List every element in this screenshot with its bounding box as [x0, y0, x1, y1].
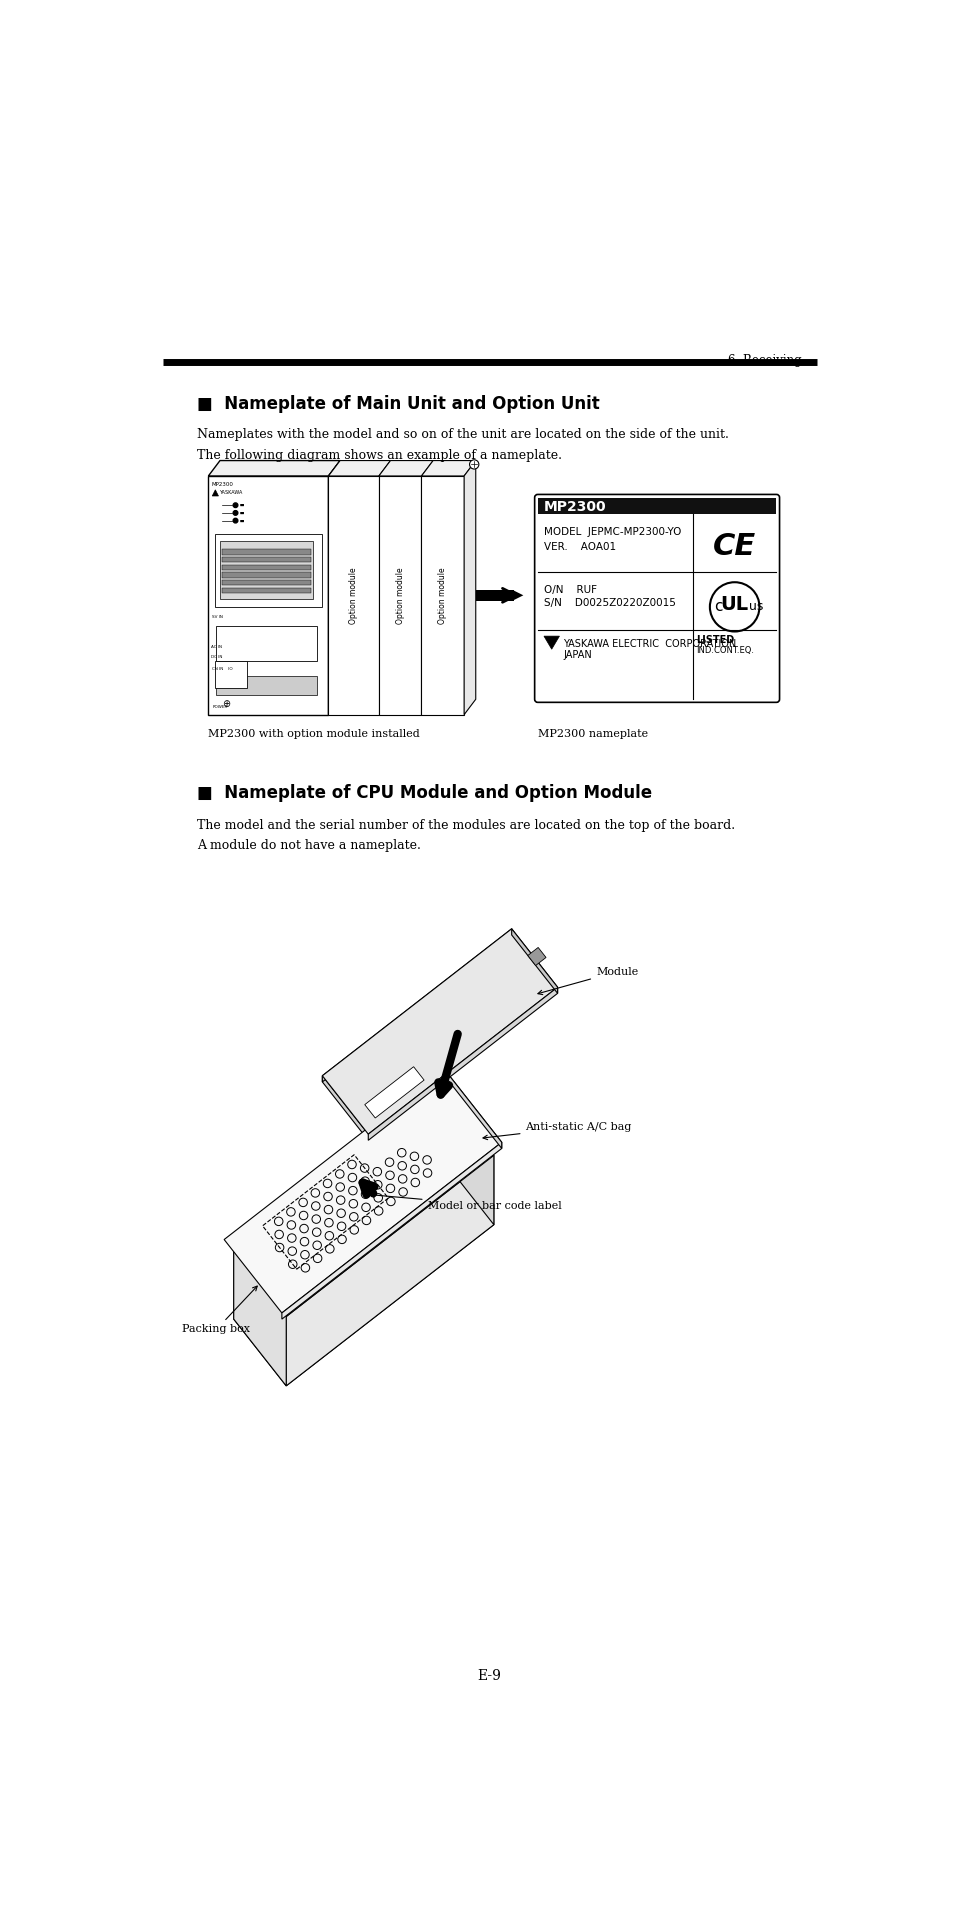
Polygon shape: [222, 549, 311, 555]
Text: ⊕: ⊕: [222, 700, 231, 710]
Polygon shape: [222, 564, 311, 570]
Polygon shape: [421, 461, 476, 476]
Text: ■  Nameplate of Main Unit and Option Unit: ■ Nameplate of Main Unit and Option Unit: [196, 396, 598, 413]
Text: Nameplates with the model and so on of the unit are located on the side of the u: Nameplates with the model and so on of t…: [196, 429, 728, 442]
Polygon shape: [233, 1088, 441, 1320]
Text: Option module: Option module: [349, 566, 357, 624]
Polygon shape: [214, 660, 247, 687]
Text: CE: CE: [712, 532, 756, 561]
Polygon shape: [364, 1067, 424, 1117]
Circle shape: [233, 511, 237, 515]
Text: us: us: [748, 601, 762, 614]
Text: MP2300 with option module installed: MP2300 with option module installed: [208, 729, 419, 738]
Polygon shape: [216, 626, 316, 660]
Polygon shape: [233, 1088, 441, 1249]
Polygon shape: [537, 497, 776, 515]
Polygon shape: [233, 1157, 494, 1385]
Polygon shape: [222, 587, 311, 593]
Text: O/N    RUF: O/N RUF: [543, 585, 597, 595]
Circle shape: [233, 503, 237, 507]
Polygon shape: [214, 534, 322, 606]
Polygon shape: [220, 541, 313, 599]
Text: S/N    D0025Z0220Z0015: S/N D0025Z0220Z0015: [543, 599, 675, 608]
Polygon shape: [286, 1155, 494, 1316]
FancyBboxPatch shape: [534, 494, 779, 702]
Circle shape: [709, 582, 759, 631]
Polygon shape: [378, 461, 433, 476]
Text: IND.CONT.EQ.: IND.CONT.EQ.: [696, 647, 753, 654]
Polygon shape: [208, 461, 340, 476]
Polygon shape: [208, 476, 328, 715]
Text: DC IN: DC IN: [211, 654, 222, 658]
Text: Module: Module: [537, 966, 638, 995]
Polygon shape: [222, 557, 311, 562]
Text: UL: UL: [720, 595, 748, 614]
Text: ■■: ■■: [239, 503, 244, 507]
Text: YASKAWA ELECTRIC  CORPORATION: YASKAWA ELECTRIC CORPORATION: [562, 639, 736, 649]
Polygon shape: [286, 1155, 494, 1385]
Text: 6  Receiving: 6 Receiving: [727, 354, 801, 367]
Circle shape: [469, 459, 478, 469]
Text: E-9: E-9: [476, 1670, 500, 1683]
Text: ■  Nameplate of CPU Module and Option Module: ■ Nameplate of CPU Module and Option Mod…: [196, 784, 651, 802]
Polygon shape: [322, 930, 557, 1134]
Polygon shape: [476, 589, 514, 601]
Polygon shape: [281, 1142, 501, 1320]
Text: MP2300: MP2300: [543, 499, 606, 515]
Polygon shape: [436, 1088, 494, 1157]
Text: Packing box: Packing box: [182, 1286, 257, 1335]
Text: Option module: Option module: [395, 566, 404, 624]
Polygon shape: [511, 930, 557, 993]
Text: Model or bar code label: Model or bar code label: [369, 1194, 560, 1211]
Polygon shape: [543, 637, 558, 649]
Polygon shape: [322, 1075, 368, 1140]
Polygon shape: [222, 572, 311, 578]
Text: MP2300: MP2300: [212, 482, 233, 488]
Polygon shape: [233, 1249, 286, 1385]
Text: Option module: Option module: [437, 566, 447, 624]
Text: VER.    AOA01: VER. AOA01: [543, 541, 616, 553]
Polygon shape: [328, 461, 340, 715]
Circle shape: [233, 518, 237, 522]
Text: SV IN: SV IN: [212, 614, 223, 618]
Polygon shape: [368, 987, 557, 1140]
Polygon shape: [222, 580, 311, 585]
Polygon shape: [233, 1247, 290, 1316]
Polygon shape: [216, 675, 316, 696]
Polygon shape: [443, 1069, 501, 1148]
Text: A module do not have a nameplate.: A module do not have a nameplate.: [196, 840, 420, 853]
Text: Anti-static A/C bag: Anti-static A/C bag: [482, 1121, 631, 1140]
Polygon shape: [421, 476, 464, 715]
Polygon shape: [378, 476, 421, 715]
Polygon shape: [328, 476, 378, 715]
Text: YASKAWA: YASKAWA: [219, 490, 242, 495]
Text: JAPAN: JAPAN: [562, 650, 592, 660]
Text: MP2300 nameplate: MP2300 nameplate: [537, 729, 647, 738]
Text: MODEL  JEPMC-MP2300-YO: MODEL JEPMC-MP2300-YO: [543, 526, 680, 538]
Text: AC IN: AC IN: [211, 645, 221, 649]
Polygon shape: [441, 1088, 494, 1224]
Text: ■■: ■■: [239, 518, 244, 522]
Text: ■■: ■■: [239, 511, 244, 515]
Polygon shape: [328, 461, 390, 476]
Polygon shape: [527, 947, 545, 966]
Polygon shape: [464, 461, 476, 715]
Text: LISTED: LISTED: [696, 635, 734, 645]
Text: c: c: [714, 599, 722, 614]
Text: The model and the serial number of the modules are located on the top of the boa: The model and the serial number of the m…: [196, 819, 734, 832]
Polygon shape: [224, 1069, 501, 1312]
Text: The following diagram shows an example of a nameplate.: The following diagram shows an example o…: [196, 450, 561, 463]
Polygon shape: [212, 490, 218, 495]
Text: POWER: POWER: [212, 706, 228, 710]
Polygon shape: [322, 930, 511, 1083]
Text: CN IN    IO: CN IN IO: [212, 668, 233, 671]
